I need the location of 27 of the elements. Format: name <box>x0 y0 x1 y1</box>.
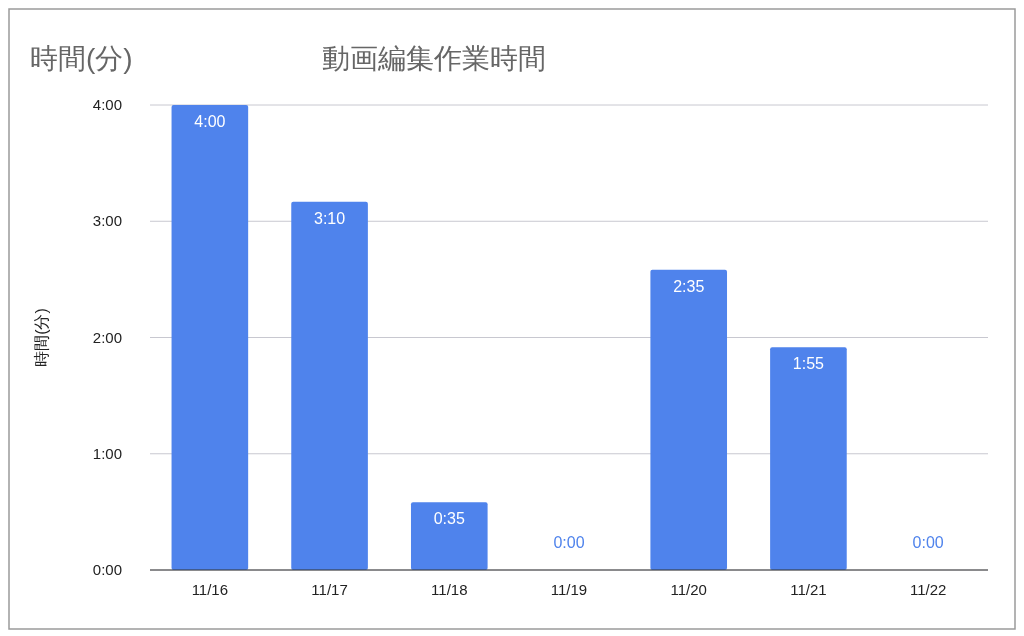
data-label: 0:00 <box>553 534 585 551</box>
x-tick-label: 11/17 <box>311 581 348 598</box>
text: 時間(分) <box>30 43 133 74</box>
bar <box>770 347 847 570</box>
x-tick-label: 11/22 <box>909 581 947 598</box>
x-tick-label: 11/16 <box>191 581 229 598</box>
data-label: 0:35 <box>433 510 465 528</box>
y-tick-label: 3:00 <box>92 212 122 230</box>
data-label: 0:00 <box>912 534 944 551</box>
x-tick-label: 11/20 <box>670 581 707 598</box>
y-axis-title: 時間(分) <box>33 308 50 367</box>
x-tick-label: 11/19 <box>550 581 588 598</box>
bar <box>291 201 368 570</box>
y-tick-label: 4:00 <box>92 96 122 113</box>
data-label: 3:10 <box>314 209 346 227</box>
data-label: 4:00 <box>194 113 226 130</box>
y-tick-label: 0:00 <box>92 561 122 578</box>
x-tick-label: 11/21 <box>790 581 827 598</box>
chart-title: 動画編集作業時間 <box>322 43 546 74</box>
y-tick-label: 2:00 <box>92 328 122 346</box>
bar <box>410 502 488 570</box>
bar <box>650 269 728 570</box>
data-label: 2:35 <box>673 277 705 295</box>
y-tick-label: 1:00 <box>92 444 122 462</box>
data-label: 1:55 <box>792 355 825 373</box>
x-tick-label: 11/18 <box>431 581 468 598</box>
bar <box>171 105 249 570</box>
